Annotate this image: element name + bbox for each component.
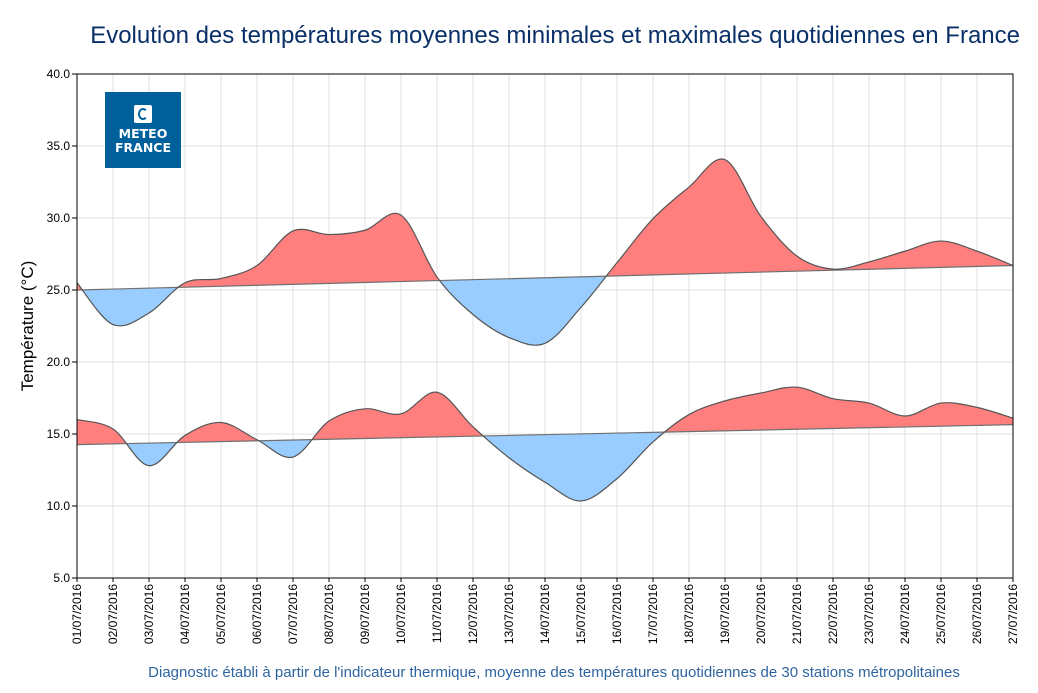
y-tick-label: 40.0 — [47, 67, 71, 81]
y-axis-label: Température (°C) — [18, 261, 37, 392]
x-tick-label: 09/07/2016 — [358, 584, 372, 644]
x-tick-label: 18/07/2016 — [682, 584, 696, 644]
chart-footer: Diagnostic établi à partir de l'indicate… — [148, 664, 960, 681]
meteo-france-logo: METEO FRANCE — [105, 92, 181, 168]
max-temperature-line — [76, 158, 1014, 346]
x-tick-label: 23/07/2016 — [862, 584, 876, 644]
x-tick-label: 06/07/2016 — [250, 584, 264, 644]
x-tick-label: 01/07/2016 — [70, 584, 84, 644]
y-tick-label: 5.0 — [53, 571, 70, 585]
max-below-normal-area — [77, 265, 1013, 346]
min-below-normal-area — [77, 424, 1013, 501]
x-tick-label: 16/07/2016 — [610, 584, 624, 644]
x-tick-label: 21/07/2016 — [790, 584, 804, 644]
x-tick-label: 08/07/2016 — [322, 584, 336, 644]
x-tick-label: 10/07/2016 — [394, 584, 408, 644]
x-tick-label: 25/07/2016 — [934, 584, 948, 644]
x-tick-label: 17/07/2016 — [646, 584, 660, 644]
plot-frame — [76, 73, 1014, 579]
x-tick-label: 13/07/2016 — [502, 584, 516, 644]
y-tick-label: 35.0 — [47, 139, 71, 153]
y-tick-label: 15.0 — [47, 427, 71, 441]
x-tick-label: 19/07/2016 — [718, 584, 732, 644]
x-tick-label: 07/07/2016 — [286, 584, 300, 644]
x-tick-label: 04/07/2016 — [178, 584, 192, 644]
y-tick-label: 20.0 — [47, 355, 71, 369]
y-tick-label: 30.0 — [47, 211, 71, 225]
min-normal-line — [76, 424, 1014, 446]
logo-icon — [134, 105, 152, 123]
x-tick-label: 22/07/2016 — [826, 584, 840, 644]
x-tick-label: 12/07/2016 — [466, 584, 480, 644]
min-temperature-line — [76, 386, 1014, 502]
x-tick-label: 26/07/2016 — [970, 584, 984, 644]
x-tick-label: 05/07/2016 — [214, 584, 228, 644]
x-tick-label: 11/07/2016 — [430, 584, 444, 643]
x-tick-label: 24/07/2016 — [898, 584, 912, 644]
x-tick-label: 20/07/2016 — [754, 584, 768, 644]
x-tick-label: 15/07/2016 — [574, 584, 588, 644]
y-tick-label: 25.0 — [47, 283, 71, 297]
x-tick-label: 03/07/2016 — [142, 584, 156, 644]
x-tick-label: 14/07/2016 — [538, 584, 552, 644]
chart-title: Evolution des températures moyennes mini… — [90, 22, 1020, 49]
x-tick-label: 02/07/2016 — [106, 584, 120, 644]
y-tick-label: 10.0 — [47, 499, 71, 513]
max-normal-line — [76, 264, 1014, 291]
x-tick-label: 27/07/2016 — [1006, 584, 1020, 644]
